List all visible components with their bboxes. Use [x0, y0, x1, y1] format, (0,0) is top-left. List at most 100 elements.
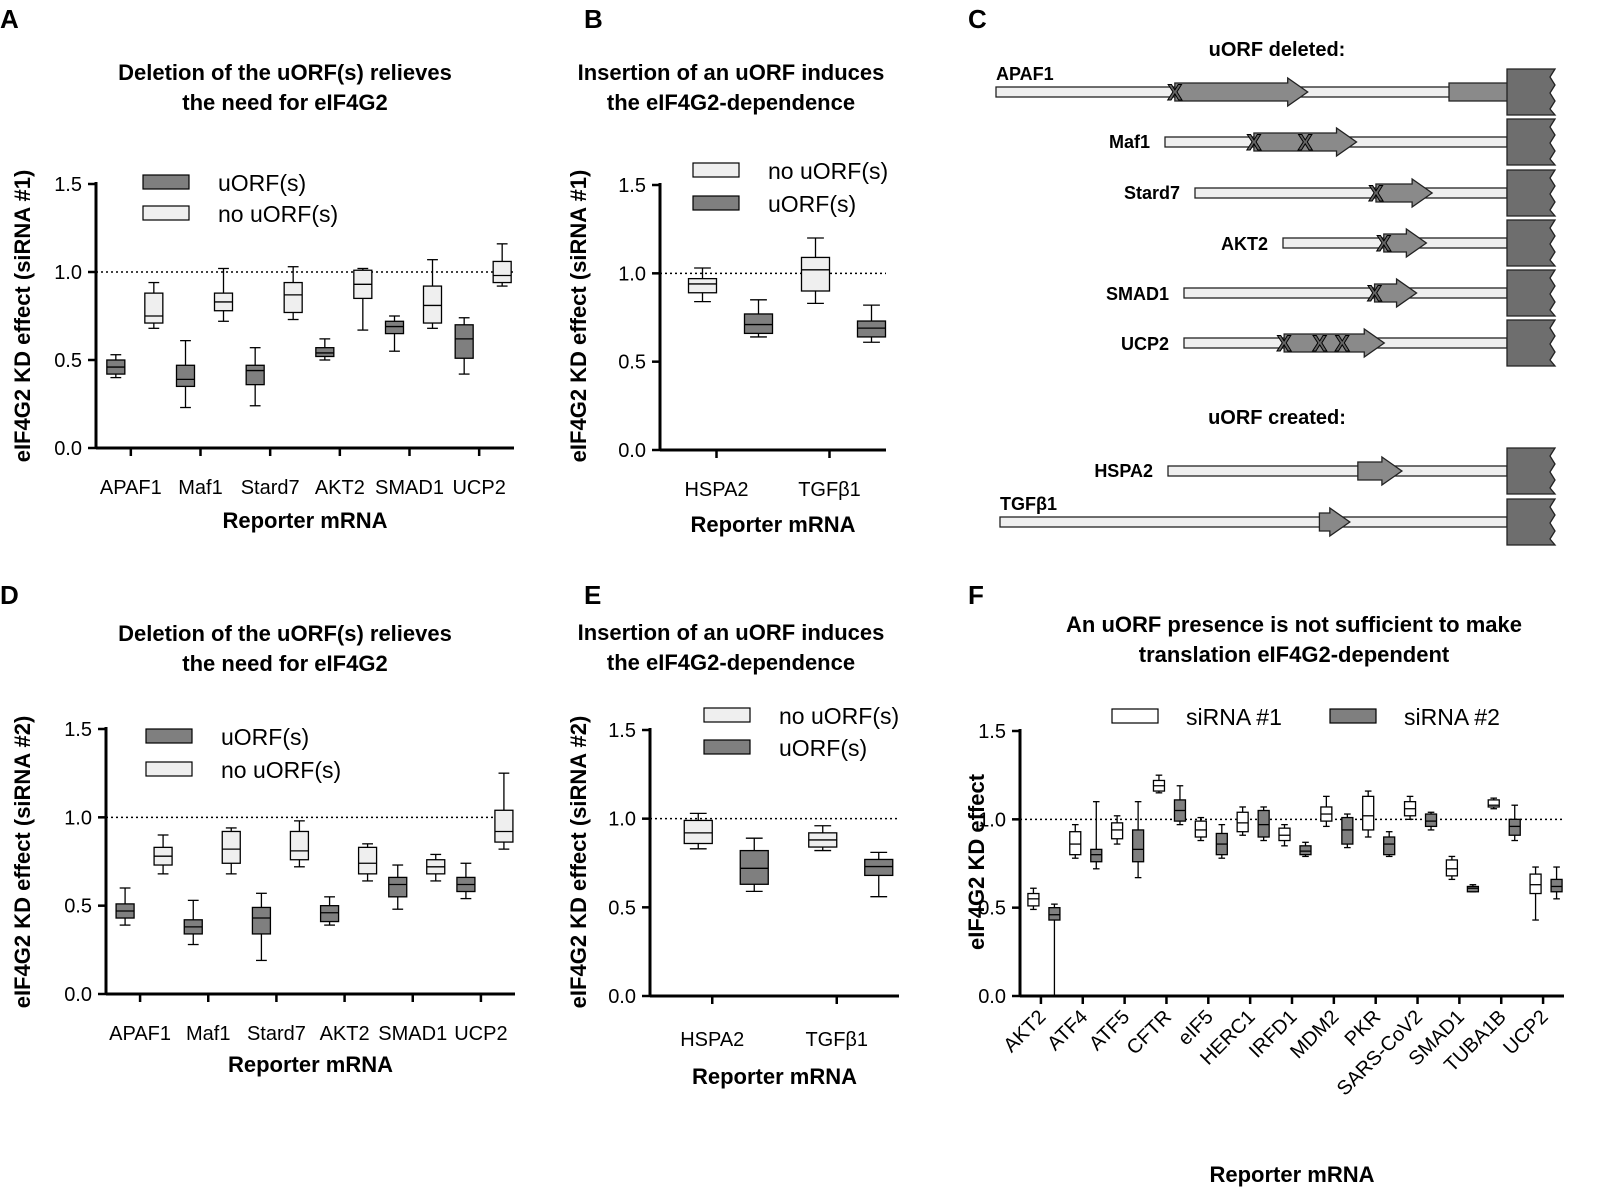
uorf-arrow	[1318, 506, 1351, 538]
y-tick-label: 1.0	[618, 263, 646, 285]
uorf-arrow	[1375, 177, 1434, 209]
box	[1257, 809, 1270, 838]
y-tick-label: 0.0	[54, 438, 82, 460]
cds-block	[1506, 169, 1557, 217]
x-axis-label: Reporter mRNA	[222, 508, 387, 533]
gene-label: SMAD1	[1106, 284, 1169, 304]
y-tick-label: 0.5	[64, 896, 92, 918]
x-tick-label: Maf1	[178, 477, 222, 499]
box	[1383, 836, 1396, 856]
box	[319, 905, 340, 923]
legend-label: uORF(s)	[768, 191, 856, 217]
x-tick-label: UCP2	[452, 477, 505, 499]
x-tick-label: SMAD1	[378, 1023, 447, 1045]
panel-label-b: B	[584, 4, 603, 34]
chart-panel-e: Insertion of an uORF induces the eIF4G2-d…	[566, 620, 899, 1089]
x-axis-label: Reporter mRNA	[228, 1052, 393, 1077]
box	[494, 809, 514, 843]
x-tick-label: UCP2	[1499, 1006, 1552, 1059]
y-tick-label: 1.5	[618, 175, 646, 197]
panel-label-f: F	[968, 580, 984, 610]
box	[283, 281, 303, 314]
box	[1529, 873, 1542, 895]
y-axis-label: eIF4G2 KD effect (siRNA #1)	[566, 170, 591, 463]
cds-block	[1506, 219, 1557, 267]
y-tick-label: 1.5	[608, 720, 636, 742]
y-tick-label: 0.5	[618, 352, 646, 374]
box	[1278, 827, 1291, 842]
box	[245, 364, 265, 386]
cds-block	[1506, 68, 1557, 116]
utr-bar	[1183, 287, 1508, 299]
x-tick-label: AKT2	[1000, 1006, 1051, 1057]
deletion-x-icon: X	[1277, 331, 1292, 356]
box	[1194, 820, 1207, 838]
uorf-arrow	[1383, 227, 1428, 259]
gene-label: Maf1	[1109, 132, 1150, 152]
uorf-arrow	[1283, 327, 1386, 359]
utr-bar	[999, 516, 1508, 528]
y-tick-label: 1.5	[54, 174, 82, 196]
box	[743, 313, 774, 335]
x-tick-label: HSPA2	[680, 1029, 744, 1051]
chart-title-line: Insertion of an uORF induces	[578, 620, 885, 645]
y-tick-label: 1.0	[64, 807, 92, 829]
box	[687, 277, 718, 294]
box	[1341, 816, 1354, 845]
header-uorf-deleted: uORF deleted:	[1209, 39, 1346, 61]
deletion-x-icon: X	[1335, 331, 1350, 356]
x-tick-label: ATF4	[1043, 1006, 1092, 1055]
box	[739, 849, 769, 885]
cds-block	[1506, 319, 1557, 367]
panel-label-d: D	[0, 580, 19, 610]
legend-label: no uORF(s)	[221, 757, 341, 783]
box	[683, 819, 713, 845]
y-tick-label: 1.5	[64, 719, 92, 741]
gene-label: UCP2	[1121, 334, 1169, 354]
utr-bar	[1167, 465, 1508, 477]
legend-swatch	[1329, 708, 1377, 724]
y-tick-label: 1.0	[608, 809, 636, 831]
y-tick-label: 0.0	[64, 984, 92, 1006]
box	[1048, 907, 1061, 921]
legend-swatch	[145, 761, 193, 777]
uorf-arrow	[1357, 455, 1404, 487]
x-tick-label: Stard7	[241, 477, 300, 499]
legend-swatch	[703, 739, 751, 755]
x-tick-label: UCP2	[454, 1023, 507, 1045]
chart-panel-f: An uORF presence is not sufficient to ma…	[964, 612, 1564, 1187]
box	[384, 320, 405, 335]
x-tick-label: CFTR	[1123, 1006, 1176, 1059]
box	[1236, 811, 1249, 833]
y-tick-label: 1.5	[978, 721, 1006, 743]
panel-label-c: C	[968, 4, 987, 34]
x-axis-label: Reporter mRNA	[690, 512, 855, 537]
chart-title-line: translation eIF4G2-dependent	[1139, 642, 1450, 667]
y-axis-label: eIF4G2 KD effect (siRNA #2)	[10, 716, 35, 1009]
deletion-x-icon: X	[1376, 231, 1391, 256]
legend-label: siRNA #1	[1186, 704, 1282, 730]
y-tick-label: 1.0	[978, 809, 1006, 831]
legend-swatch	[142, 205, 190, 221]
chart-panel-b: Insertion of an uORF induces the eIF4G2-d…	[566, 60, 888, 537]
legend-swatch	[692, 162, 740, 178]
legend-swatch	[145, 728, 193, 744]
chart-title-line: the eIF4G2-dependence	[607, 90, 855, 115]
deletion-x-icon: X	[1247, 130, 1262, 155]
box	[1131, 829, 1145, 863]
x-tick-label: AKT2	[315, 477, 365, 499]
x-tick-label: TGFβ1	[805, 1029, 868, 1051]
cds-block	[1506, 269, 1557, 317]
gene-label: TGFβ1	[1000, 494, 1057, 514]
legend-swatch	[142, 174, 190, 190]
y-axis-label: eIF4G2 KD effect (siRNA #2)	[566, 716, 591, 1009]
gene-label: Stard7	[1124, 183, 1180, 203]
box	[454, 324, 474, 359]
x-tick-label: MDM2	[1286, 1006, 1343, 1063]
box	[1466, 885, 1480, 893]
y-tick-label: 0.5	[54, 350, 82, 372]
x-tick-label: AKT2	[320, 1023, 370, 1045]
box	[1508, 818, 1521, 836]
legend-label: no uORF(s)	[768, 158, 888, 184]
